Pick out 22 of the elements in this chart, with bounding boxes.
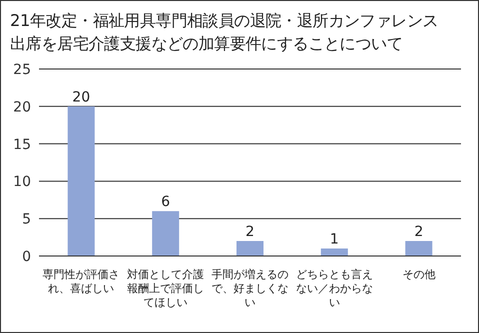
x-tick-label: 手間が増えるので、好ましくない [210, 268, 290, 310]
y-tick-label: 5 [22, 212, 31, 228]
data-label: 1 [330, 232, 339, 248]
x-tick-label: どちらとも言えない／わからない [294, 268, 374, 310]
x-tick-label: その他 [401, 268, 436, 282]
bar [405, 241, 432, 256]
data-label: 6 [161, 194, 170, 210]
x-tick-label: 対価として介護報酬上で評価してほしい [126, 268, 206, 310]
data-label: 2 [414, 224, 424, 240]
data-label: 20 [72, 89, 90, 106]
y-tick-label: 25 [13, 62, 31, 78]
bar [320, 248, 348, 256]
bar [68, 106, 95, 256]
x-tick-label: 専門性が評価され、喜ばしい [42, 268, 121, 296]
bar [152, 211, 180, 256]
y-tick-label: 20 [13, 99, 31, 116]
y-tick-label: 0 [22, 248, 31, 265]
bar [236, 241, 264, 256]
y-tick-label: 10 [13, 174, 31, 190]
y-tick-label: 15 [13, 136, 31, 153]
chart-title: 21年改定・福祉用具専門相談員の退院・退所カンファレンス出席を居宅介護支援などの加算要件にすることについて [9, 10, 440, 55]
data-label: 2 [246, 224, 254, 240]
